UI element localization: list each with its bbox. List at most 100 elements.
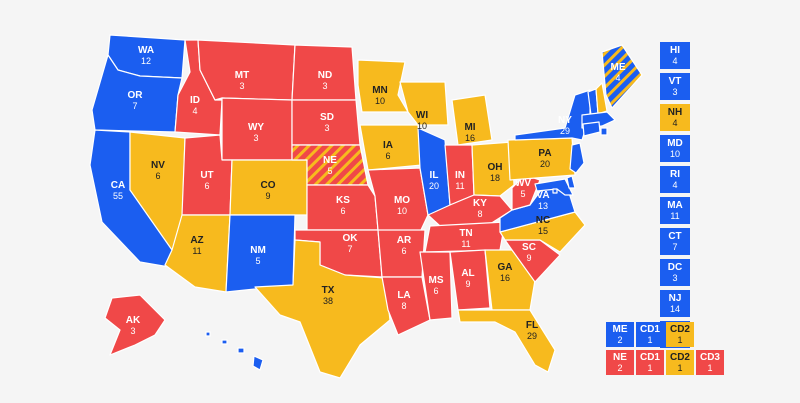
small-state-votes: 3 xyxy=(672,87,677,97)
split-box xyxy=(666,350,694,375)
state-votes: 7 xyxy=(132,101,137,111)
state-shape xyxy=(514,89,591,141)
state-abbr: TN xyxy=(459,228,472,239)
state-shape xyxy=(381,276,431,336)
small-state-abbr: DC xyxy=(668,262,682,273)
small-state-abbr: NH xyxy=(668,107,682,118)
small-state-shape xyxy=(566,175,576,189)
state-votes: 6 xyxy=(155,171,160,181)
small-state-votes: 4 xyxy=(672,56,677,66)
state-abbr: NM xyxy=(250,245,266,256)
small-state-shape xyxy=(205,331,264,371)
small-state-box xyxy=(660,259,690,286)
split-box xyxy=(636,350,664,375)
state-abbr: MI xyxy=(464,122,475,133)
small-state-box xyxy=(660,166,690,193)
state-votes: 7 xyxy=(347,244,352,254)
state-labels: WA12OR7CA55ID4NV6MT3WY3UT6AZ11CO9NM5ND3S… xyxy=(111,45,626,341)
state-abbr: IN xyxy=(455,170,465,181)
small-state-shape xyxy=(582,121,601,137)
state-abbr: AR xyxy=(397,235,412,246)
small-state-shape xyxy=(534,178,574,196)
state-abbr: NY xyxy=(558,115,572,126)
state-votes: 11 xyxy=(461,239,470,249)
small-state-box xyxy=(660,197,690,224)
small-state-shape xyxy=(569,142,585,174)
state-votes: 3 xyxy=(239,81,244,91)
state-votes: 16 xyxy=(465,133,475,143)
split-label: CD2 xyxy=(670,324,690,335)
state-votes: 13 xyxy=(538,201,548,211)
state-votes: 8 xyxy=(477,209,482,219)
state-abbr: MN xyxy=(372,85,388,96)
small-state-box xyxy=(660,73,690,100)
state-votes: 6 xyxy=(385,151,390,161)
small-state-boxes: HI4VT3NH4MD10RI4MA11CT7DC3NJ14DE3ME2CD11… xyxy=(606,42,724,375)
state-abbr: AK xyxy=(126,315,141,326)
state-abbr: WY xyxy=(248,122,264,133)
state-votes: 4 xyxy=(192,106,197,116)
state-abbr: KS xyxy=(336,195,350,206)
state-votes: 18 xyxy=(490,173,500,183)
state-abbr: WI xyxy=(416,110,428,121)
small-state-shape xyxy=(600,127,608,136)
small-state-abbr: MD xyxy=(667,138,683,149)
small-state-box xyxy=(660,42,690,69)
small-state-votes: 14 xyxy=(670,304,680,314)
state-abbr: CO xyxy=(261,180,276,191)
state-abbr: SC xyxy=(522,242,536,253)
small-state-box xyxy=(660,228,690,255)
state-votes: 10 xyxy=(417,121,427,131)
split-label: CD2 xyxy=(670,352,690,363)
state-votes: 8 xyxy=(401,301,406,311)
state-abbr: NC xyxy=(536,215,550,226)
split-votes: 1 xyxy=(647,335,652,345)
state-abbr: KY xyxy=(473,198,487,209)
state-shape xyxy=(457,309,556,373)
small-state-box xyxy=(660,290,690,317)
state-votes: 29 xyxy=(560,126,570,136)
state-votes: 6 xyxy=(433,286,438,296)
state-abbr: NE xyxy=(323,155,337,166)
state-abbr: WV xyxy=(515,178,531,189)
state-abbr: ME xyxy=(611,62,626,73)
split-votes: 1 xyxy=(677,335,682,345)
state-abbr: LA xyxy=(397,290,410,301)
state-abbr: OH xyxy=(488,162,503,173)
small-state-abbr: MA xyxy=(667,200,683,211)
split-box xyxy=(696,350,724,375)
state-shape xyxy=(601,44,643,109)
state-votes: 38 xyxy=(323,296,333,306)
small-state-abbr: HI xyxy=(670,45,680,56)
state-votes: 29 xyxy=(527,331,537,341)
state-votes: 3 xyxy=(130,326,135,336)
state-votes: 9 xyxy=(526,253,531,263)
state-abbr: IL xyxy=(430,170,439,181)
state-abbr: ID xyxy=(190,95,200,106)
small-state-votes: 10 xyxy=(670,149,680,159)
state-votes: 6 xyxy=(340,206,345,216)
state-votes: 16 xyxy=(500,273,510,283)
split-box xyxy=(666,322,694,347)
split-label: CD1 xyxy=(640,324,660,335)
state-votes: 9 xyxy=(265,191,270,201)
state-shape xyxy=(104,294,166,356)
state-votes: 15 xyxy=(538,226,548,236)
state-votes: 9 xyxy=(465,279,470,289)
split-votes: 1 xyxy=(677,363,682,373)
state-votes: 5 xyxy=(520,189,525,199)
state-abbr: ND xyxy=(318,70,332,81)
state-votes: 5 xyxy=(255,256,260,266)
split-label: CD3 xyxy=(700,352,720,363)
state-abbr: CA xyxy=(111,180,125,191)
state-votes: 3 xyxy=(322,81,327,91)
state-abbr: MT xyxy=(235,70,249,81)
state-abbr: FL xyxy=(526,320,538,331)
state-votes: 6 xyxy=(204,181,209,191)
state-votes: 55 xyxy=(113,191,123,201)
split-box xyxy=(606,350,634,375)
small-state-votes: 4 xyxy=(672,118,677,128)
state-shape xyxy=(449,249,491,311)
state-abbr: MS xyxy=(429,275,444,286)
